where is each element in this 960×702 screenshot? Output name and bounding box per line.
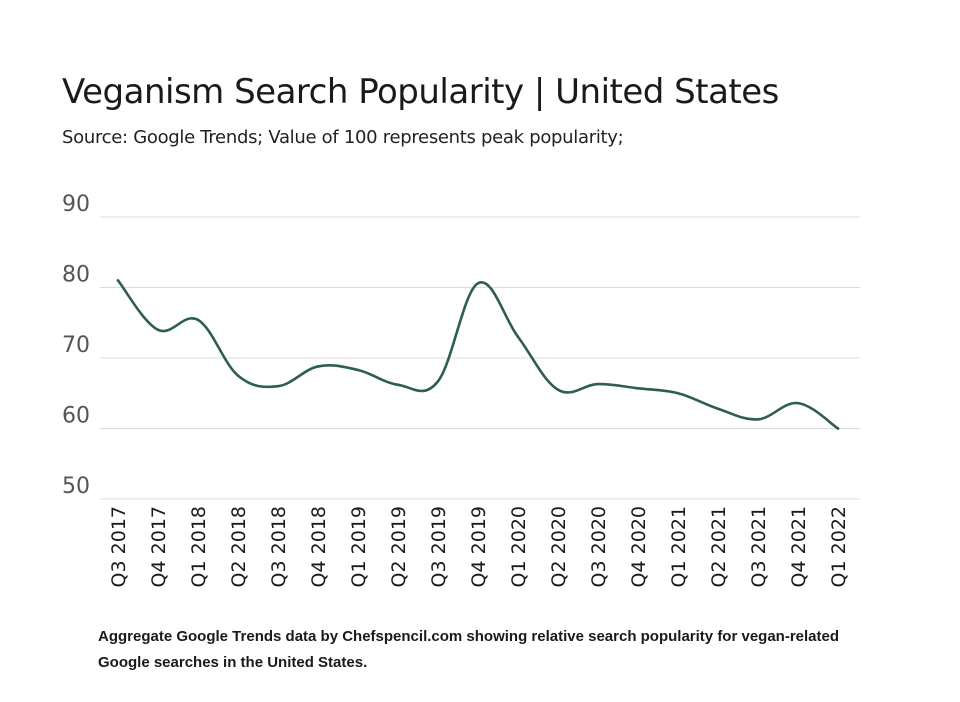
y-tick-label: 70 (62, 333, 90, 358)
x-tick-label: Q4 2017 (148, 506, 170, 587)
data-point (476, 281, 480, 285)
data-point (516, 335, 520, 339)
x-tick-label: Q4 2020 (628, 506, 650, 587)
data-point (436, 379, 440, 383)
data-point (596, 382, 600, 386)
data-point (556, 388, 560, 392)
y-tick-label: 60 (62, 404, 90, 429)
data-point (676, 391, 680, 395)
y-axis-ticks: 90 80 70 60 50 (62, 192, 90, 499)
data-point (196, 318, 200, 322)
data-point (316, 365, 320, 368)
data-point (236, 374, 240, 377)
data-point (356, 368, 360, 372)
x-tick-label: Q3 2018 (268, 506, 290, 587)
data-point (276, 384, 280, 388)
x-tick-label: Q1 2021 (668, 506, 690, 587)
x-tick-label: Q1 2019 (348, 506, 370, 587)
chart-title: Veganism Search Popularity | United Stat… (62, 72, 779, 112)
data-point (836, 427, 840, 430)
x-tick-label: Q3 2017 (108, 506, 130, 587)
data-point (156, 328, 160, 332)
y-tick-label: 50 (62, 474, 90, 499)
x-tick-label: Q4 2021 (788, 506, 810, 587)
x-tick-label: Q1 2018 (188, 506, 210, 587)
x-tick-label: Q3 2020 (588, 506, 610, 587)
series-layer (116, 279, 840, 430)
x-tick-label: Q3 2019 (428, 506, 450, 587)
grid-lines (100, 216, 860, 500)
data-point (116, 279, 120, 282)
data-point (636, 387, 640, 390)
x-tick-label: Q2 2019 (388, 506, 410, 587)
data-point (716, 407, 720, 411)
data-point (756, 418, 760, 421)
x-tick-label: Q2 2018 (228, 506, 250, 587)
x-tick-label: Q1 2020 (508, 506, 530, 587)
chart-subtitle: Source: Google Trends; Value of 100 repr… (62, 127, 624, 148)
x-tick-label: Q3 2021 (748, 506, 770, 587)
data-point (796, 401, 800, 405)
chart-caption: Aggregate Google Trends data by Chefspen… (98, 628, 840, 671)
y-tick-label: 80 (62, 263, 90, 288)
x-tick-label: Q4 2019 (468, 506, 490, 587)
y-tick-label: 90 (62, 192, 90, 217)
x-tick-label: Q2 2020 (548, 506, 570, 587)
series-line (116, 279, 840, 430)
x-tick-label: Q4 2018 (308, 506, 330, 587)
x-tick-label: Q2 2021 (708, 506, 730, 587)
x-axis-ticks: Q3 2017 Q4 2017 Q1 2018 Q2 2018 Q3 2018 Q4 20… (108, 506, 850, 587)
data-point (396, 383, 400, 387)
x-tick-label: Q1 2022 (828, 506, 850, 587)
